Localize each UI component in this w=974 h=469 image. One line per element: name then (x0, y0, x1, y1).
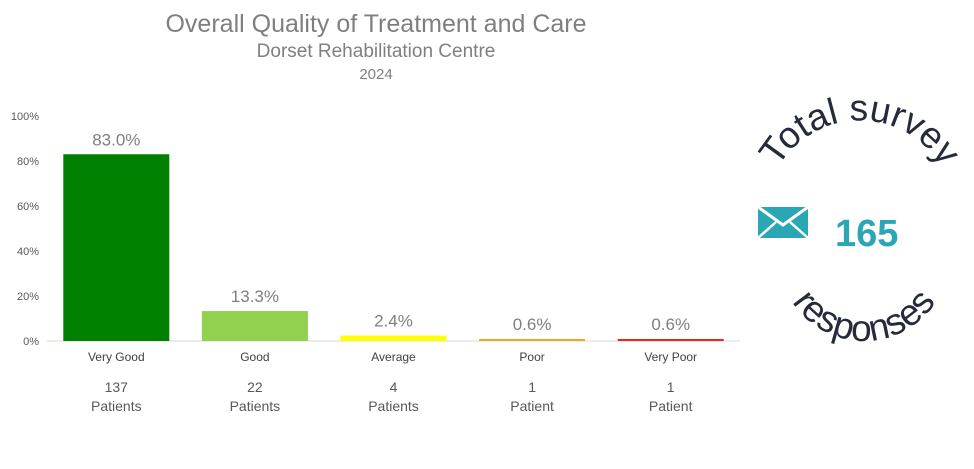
bar-average (340, 335, 447, 341)
envelope-icon (757, 205, 809, 239)
data-label: 0.6% (651, 315, 690, 334)
y-tick-label: 80% (17, 156, 39, 168)
category-label: Poor (519, 350, 544, 364)
patient-count: 1 (667, 379, 675, 395)
bar-very-poor (617, 339, 724, 341)
data-label: 2.4% (374, 312, 413, 331)
y-tick-label: 100% (11, 111, 39, 123)
data-label: 13.3% (231, 287, 279, 306)
category-label: Average (371, 350, 416, 364)
bar-poor (479, 339, 586, 341)
patient-count-unit: Patient (510, 398, 554, 414)
patient-count-unit: Patient (649, 398, 693, 414)
survey-badge: Total survey responses 165 (751, 87, 969, 349)
patient-count: 4 (390, 379, 398, 395)
data-label: 0.6% (513, 315, 552, 334)
survey-arc-top-text: Total survey (751, 87, 969, 172)
y-tick-label: 40% (17, 246, 39, 258)
bar-very-good (63, 154, 170, 341)
chart-year: 2024 (359, 66, 393, 83)
survey-total: 165 (835, 213, 898, 255)
chart-subtitle: Dorset Rehabilitation Centre (256, 41, 496, 62)
category-label: Good (240, 350, 269, 364)
patient-count: 1 (528, 379, 536, 395)
survey-arc-bottom-text: responses (785, 281, 942, 349)
patient-count: 137 (105, 379, 129, 395)
category-label: Very Poor (644, 350, 697, 364)
patient-count-unit: Patients (230, 398, 281, 414)
chart-title: Overall Quality of Treatment and Care (165, 10, 587, 38)
category-label: Very Good (88, 350, 145, 364)
patient-count-unit: Patients (368, 398, 419, 414)
bar-good (201, 311, 308, 341)
data-label: 83.0% (92, 130, 140, 149)
patient-count: 22 (247, 379, 263, 395)
y-tick-label: 60% (17, 201, 39, 213)
y-tick-label: 0% (23, 336, 39, 348)
y-tick-label: 20% (17, 291, 39, 303)
patient-count-unit: Patients (91, 398, 142, 414)
